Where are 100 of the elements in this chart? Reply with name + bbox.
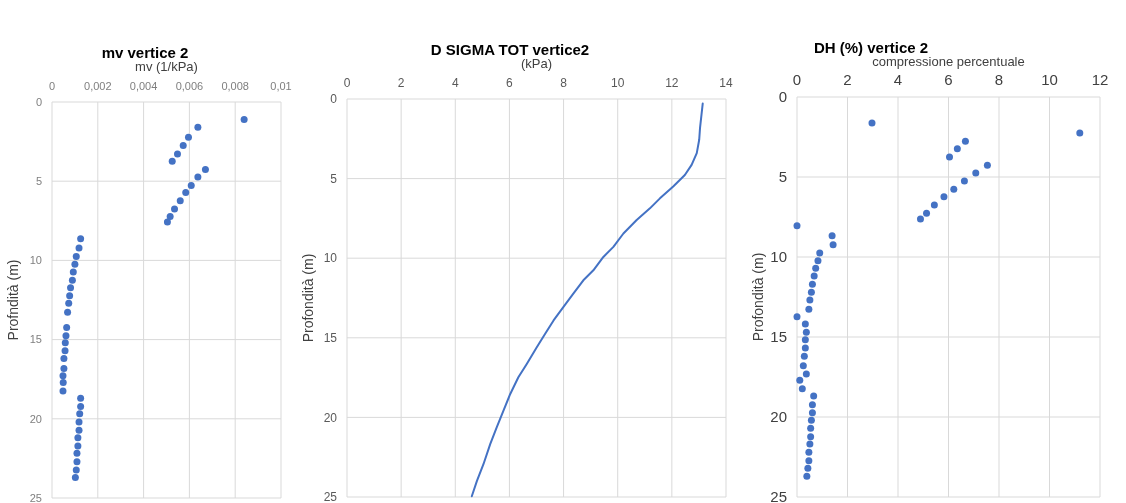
- y-tick-label: 20: [770, 408, 787, 426]
- x-tick-label: 12: [1091, 71, 1109, 88]
- chart-title: D SIGMA TOT vertice2: [430, 41, 590, 58]
- point: [808, 409, 816, 417]
- point: [166, 213, 174, 221]
- y-tick-label: 5: [330, 171, 338, 186]
- point: [807, 433, 815, 441]
- point: [194, 123, 202, 131]
- point: [805, 448, 813, 456]
- x-axis-title: (kPa): [520, 56, 553, 71]
- point: [946, 153, 954, 161]
- x-tick-label: 0,01: [270, 80, 292, 92]
- point: [801, 336, 809, 344]
- point: [983, 161, 991, 169]
- point: [923, 209, 931, 217]
- y-tick-label: 15: [323, 331, 338, 345]
- point: [972, 169, 980, 177]
- x-tick-label: 2: [843, 71, 852, 88]
- point: [799, 362, 807, 370]
- point: [796, 376, 804, 384]
- x-tick-label: 6: [944, 71, 953, 88]
- point: [960, 177, 968, 185]
- point: [803, 472, 811, 480]
- point: [930, 201, 938, 209]
- y-tick-label: 10: [323, 251, 338, 266]
- point: [182, 188, 190, 196]
- point: [940, 193, 948, 201]
- x-axis-title: compressione percentuale: [872, 54, 1025, 69]
- point: [60, 365, 68, 373]
- point: [59, 379, 67, 387]
- point: [67, 284, 75, 292]
- x-tick-label: 12: [665, 76, 679, 90]
- y-axis-title: Profondità (m): [750, 252, 766, 342]
- point: [810, 392, 818, 400]
- point: [75, 418, 83, 426]
- point: [72, 466, 80, 474]
- point: [816, 249, 824, 257]
- point: [68, 276, 76, 284]
- point: [807, 288, 815, 296]
- point: [176, 197, 184, 205]
- point: [916, 215, 924, 223]
- point: [961, 137, 969, 145]
- point: [798, 385, 806, 393]
- point: [62, 332, 70, 340]
- point: [812, 264, 820, 272]
- y-tick-label: 0: [330, 92, 338, 107]
- point: [868, 119, 876, 127]
- x-tick-label: 8: [560, 76, 568, 90]
- point: [807, 424, 815, 432]
- x-tick-label: 4: [451, 76, 459, 90]
- point: [76, 410, 84, 418]
- y-tick-label: 5: [778, 168, 787, 186]
- point: [806, 296, 814, 304]
- point: [805, 457, 813, 465]
- point: [810, 272, 818, 280]
- chart-title: mv vertice 2: [101, 44, 189, 61]
- point: [240, 116, 248, 124]
- line-series: [470, 102, 704, 498]
- point: [793, 313, 801, 321]
- y-tick-label: 25: [323, 490, 338, 503]
- x-tick-label: 0,002: [84, 80, 112, 92]
- x-tick-label: 8: [994, 71, 1004, 88]
- point: [793, 222, 801, 230]
- point: [808, 401, 816, 409]
- point: [75, 426, 83, 434]
- point: [184, 133, 192, 141]
- x-tick-label: 0,004: [129, 80, 158, 92]
- point: [802, 370, 810, 378]
- point: [66, 292, 74, 300]
- x-tick-label: 10: [611, 76, 625, 90]
- point: [59, 372, 67, 380]
- point: [950, 185, 958, 193]
- point: [72, 252, 80, 260]
- x-tick-label: 2: [397, 76, 405, 90]
- point: [75, 244, 83, 252]
- point: [71, 260, 79, 268]
- point: [77, 402, 85, 410]
- point: [173, 150, 181, 158]
- x-tick-label: 14: [719, 76, 733, 90]
- point: [73, 458, 81, 466]
- y-axis-title: Profndità (m): [5, 259, 21, 341]
- x-tick-label: 0: [48, 80, 56, 92]
- point: [65, 299, 73, 307]
- point: [77, 394, 85, 402]
- x-tick-label: 0: [343, 76, 351, 90]
- point: [171, 205, 179, 213]
- point: [828, 232, 836, 240]
- y-tick-label: 20: [29, 412, 42, 425]
- y-tick-label: 15: [29, 333, 42, 346]
- y-tick-label: 25: [770, 488, 787, 503]
- point: [187, 181, 195, 189]
- y-tick-label: 5: [35, 175, 42, 188]
- point: [60, 355, 68, 363]
- x-tick-label: 10: [1041, 71, 1058, 88]
- point: [804, 464, 812, 472]
- x-tick-label: 4: [893, 71, 903, 88]
- point: [61, 347, 69, 355]
- point: [64, 308, 72, 316]
- point: [829, 241, 837, 249]
- point: [69, 268, 77, 276]
